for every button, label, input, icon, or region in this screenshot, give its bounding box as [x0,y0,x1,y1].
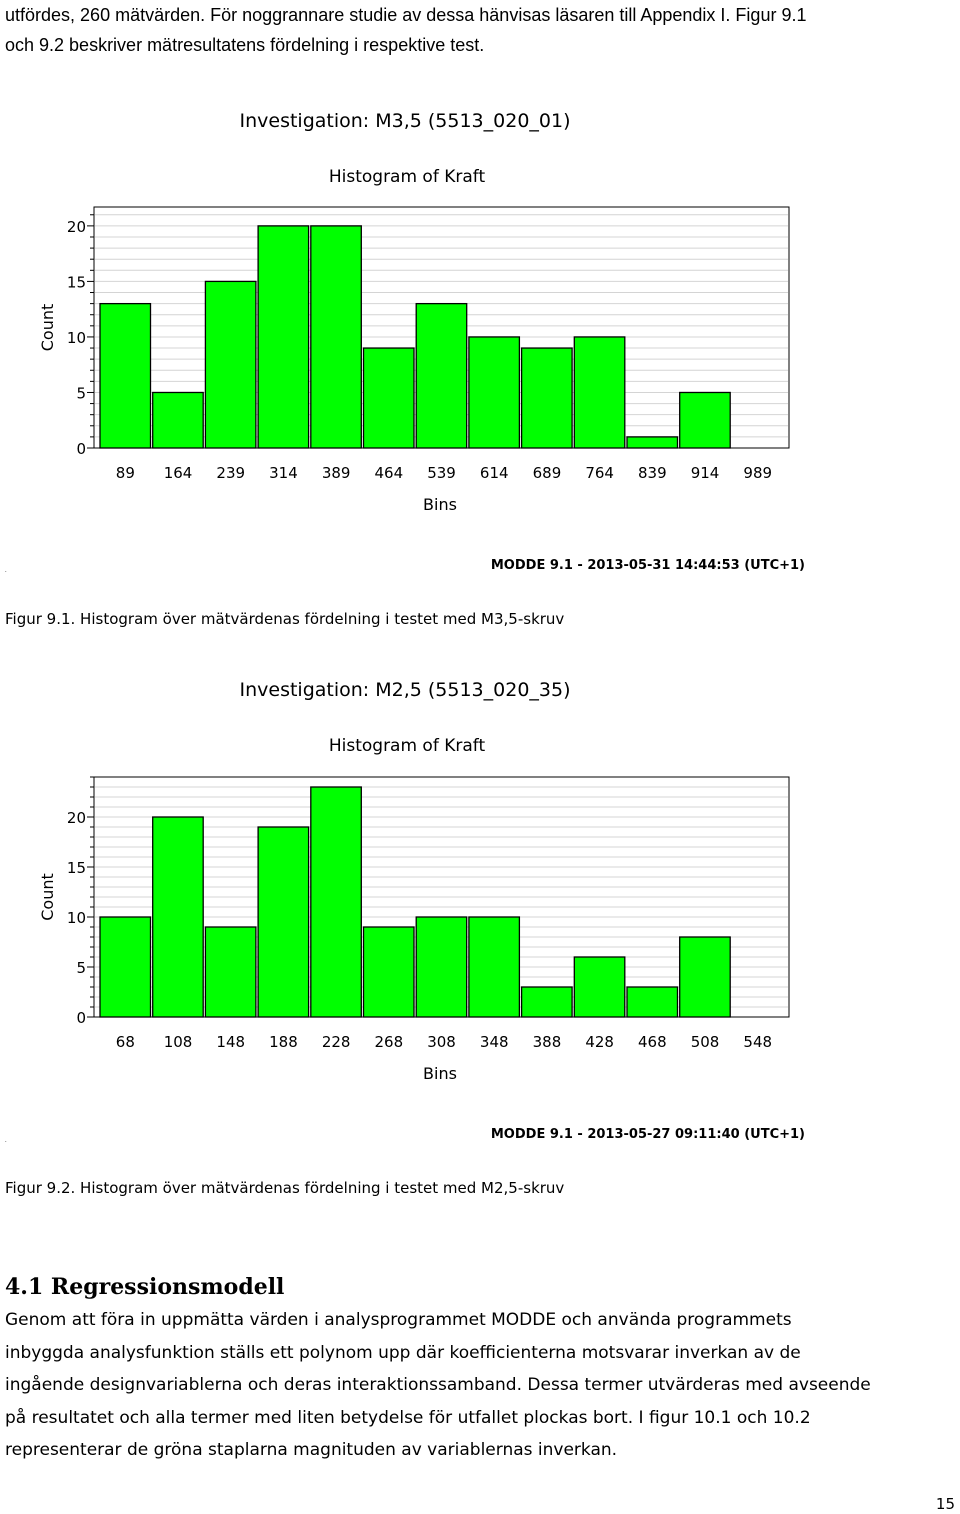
y-tick-label: 5 [76,959,86,977]
y-tick-label: 10 [67,329,86,347]
figure-marker: . [5,568,7,574]
x-tick-label: 464 [375,464,404,482]
x-tick-label: 689 [533,464,562,482]
x-tick-label: 239 [216,464,245,482]
y-tick-label: 0 [76,1009,86,1027]
histogram-bar [204,926,257,1018]
histogram-bar [362,347,415,449]
x-axis-label: Bins [423,1064,457,1083]
y-tick-label: 5 [76,384,86,402]
histogram-bar [573,336,626,449]
chart-footer: MODDE 9.1 - 2013-05-27 09:11:40 (UTC+1) [491,1127,805,1142]
y-axis-label: Count [38,873,57,921]
histogram-bar [99,916,152,1018]
histogram-bar [520,347,573,449]
y-tick-label: 0 [76,440,86,458]
histogram-svg: Investigation: M3,5 (5513_020_01) Histogr… [38,110,805,573]
x-tick-label: 388 [533,1033,562,1051]
x-tick-label: 989 [743,464,772,482]
x-tick-label: 348 [480,1033,509,1051]
x-tick-label: 164 [164,464,193,482]
x-tick-label: 539 [427,464,456,482]
histogram-bar [415,916,468,1018]
x-tick-label: 268 [375,1033,404,1051]
y-tick-label: 15 [67,273,86,291]
paragraph-line: inbyggda analysfunktion ställs ett polyn… [5,1342,801,1363]
histogram-bar [362,926,415,1018]
chart-footer: MODDE 9.1 - 2013-05-31 14:44:53 (UTC+1) [491,558,805,573]
histogram-bar [204,280,257,449]
y-tick-label: 10 [67,909,86,927]
x-tick-label: 839 [638,464,667,482]
x-tick-label: 188 [269,1033,298,1051]
histogram-chart-m35: Investigation: M3,5 (5513_020_01) Histogr… [0,95,960,655]
histogram-bar [468,916,521,1018]
histogram-bar [310,225,362,449]
x-tick-label: 68 [116,1033,135,1051]
intro-line: och 9.2 beskriver mätresultatens fördeln… [5,35,485,55]
histogram-bar [415,302,468,449]
histogram-bar [626,436,679,449]
histogram-chart-m25: Investigation: M2,5 (5513_020_35) Histogr… [0,664,960,1224]
paragraph-line: representerar de gröna staplarna magnitu… [5,1440,618,1461]
x-tick-label: 614 [480,464,509,482]
x-tick-label: 308 [427,1033,456,1051]
histogram-bar [257,826,310,1018]
chart-subtitle: Histogram of Kraft [329,167,486,187]
section-heading: 4.1 Regressionsmodell [5,1274,285,1300]
section-paragraph: Genom att föra in uppmätta värden i anal… [5,1304,957,1467]
intro-line: utfördes, 260 mätvärden. För noggrannare… [5,5,807,25]
y-axis-label: Count [38,304,57,352]
histogram-bar [310,786,362,1018]
x-axis-label: Bins [423,495,457,514]
figure-marker: . [5,1138,7,1144]
histogram-bar [626,986,679,1018]
histogram-bar [257,225,310,449]
y-tick-label: 15 [67,859,86,877]
histogram-bar [468,336,521,449]
x-tick-label: 314 [269,464,298,482]
x-tick-label: 148 [216,1033,245,1051]
paragraph-line: på resultatet och alla termer med liten … [5,1407,811,1428]
x-tick-label: 228 [322,1033,351,1051]
intro-text: utfördes, 260 mätvärden. För noggrannare… [5,0,955,60]
x-tick-label: 428 [585,1033,614,1051]
histogram-bar [99,302,152,449]
histogram-bar [679,391,731,449]
page-number: 15 [935,1495,955,1513]
chart-title: Investigation: M2,5 (5513_020_35) [239,679,570,701]
histogram-bar [573,956,626,1018]
x-tick-label: 764 [585,464,614,482]
histogram-bar [152,816,204,1018]
histogram-svg: Investigation: M2,5 (5513_020_35) Histogr… [38,679,805,1142]
figure-caption: Figur 9.2. Histogram över mätvärdenas fö… [5,1179,565,1197]
chart-subtitle: Histogram of Kraft [329,736,486,756]
x-tick-label: 468 [638,1033,667,1051]
x-tick-label: 389 [322,464,351,482]
figure-caption: Figur 9.1. Histogram över mätvärdenas fö… [5,610,565,628]
x-tick-label: 108 [164,1033,193,1051]
x-tick-label: 548 [743,1033,772,1051]
histogram-bar [520,986,573,1018]
paragraph-line: ingående designvariablerna och deras int… [5,1375,871,1396]
x-tick-label: 89 [116,464,135,482]
x-tick-label: 508 [691,1033,720,1051]
histogram-bar [152,391,204,449]
chart-title: Investigation: M3,5 (5513_020_01) [239,110,570,132]
y-tick-label: 20 [67,809,86,827]
histogram-bar [679,936,731,1018]
paragraph-line: Genom att föra in uppmätta värden i anal… [5,1310,792,1330]
x-tick-label: 914 [691,464,720,482]
y-tick-label: 20 [67,218,86,236]
